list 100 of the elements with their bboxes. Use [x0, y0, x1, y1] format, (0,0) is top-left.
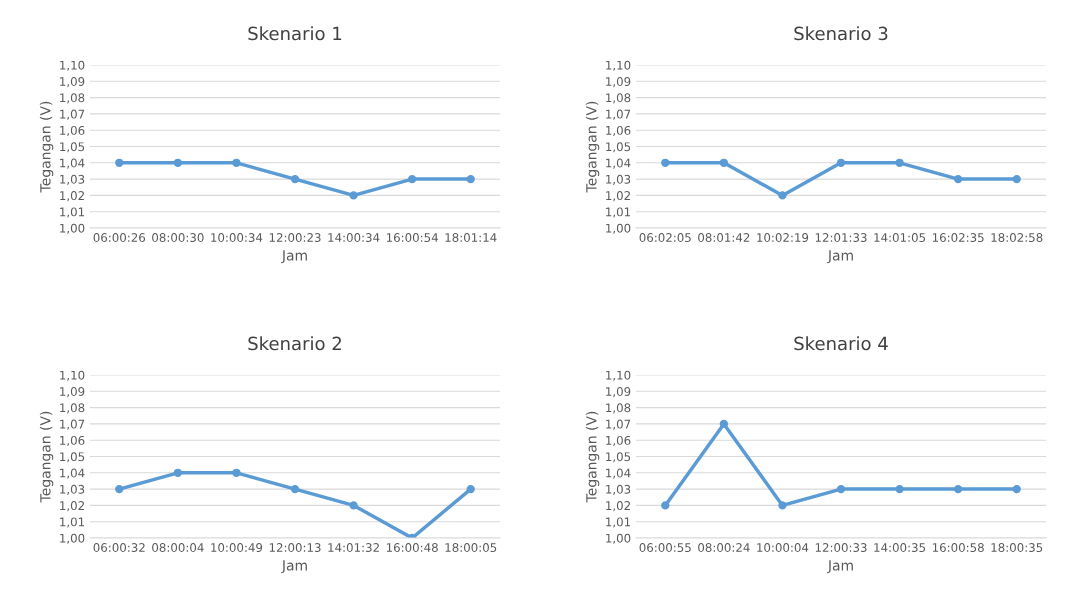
y-axis-title: Tegangan (V)	[585, 411, 600, 503]
point	[1012, 484, 1021, 494]
y-tick-label: 1,03	[606, 484, 631, 495]
x-tick-label: 08:00:04	[152, 543, 204, 552]
x-tick-label: 08:00:24	[698, 543, 750, 552]
y-tick-label: 1,09	[606, 387, 631, 398]
point	[115, 484, 124, 494]
chart-title: Skenario 3	[794, 26, 888, 41]
x-tick-label: 16:00:54	[386, 233, 438, 242]
x-tick-label: 14:01:05	[874, 233, 926, 242]
x-axis-title: Jam	[827, 250, 853, 264]
x-tick-label: 08:00:30	[152, 233, 204, 242]
point	[466, 484, 475, 494]
point	[407, 174, 417, 184]
y-tick-label: 1,10	[606, 60, 631, 71]
point	[719, 419, 729, 429]
y-tick-label: 1,08	[60, 93, 85, 104]
point	[661, 501, 670, 510]
point	[895, 158, 904, 167]
point	[953, 174, 963, 184]
chart-title: Skenario 2	[248, 336, 341, 351]
point	[173, 158, 183, 167]
x-tick-label: 12:00:23	[269, 233, 321, 242]
y-tick-label: 1,09	[60, 77, 85, 88]
x-axis-title: Jam	[281, 250, 307, 264]
point	[349, 501, 358, 510]
y-tick-label: 1,02	[60, 191, 84, 202]
x-tick-label: 14:00:35	[874, 543, 926, 552]
y-tick-label: 1,01	[606, 517, 631, 528]
y-tick-label: 1,01	[606, 207, 631, 218]
y-tick-label: 1,03	[60, 174, 85, 185]
y-tick-label: 1,02	[606, 501, 630, 512]
y-tick-label: 1,09	[606, 77, 631, 88]
x-tick-label: 10:02:19	[757, 233, 809, 242]
y-tick-label: 1,05	[606, 452, 631, 463]
y-axis-title: Tegangan (V)	[585, 101, 600, 193]
y-tick-label: 1,01	[60, 207, 85, 218]
point	[953, 484, 963, 494]
x-tick-label: 18:00:05	[445, 543, 497, 552]
point	[349, 191, 358, 200]
chart-title: Skenario 1	[248, 26, 342, 41]
y-tick-label: 1,10	[60, 60, 85, 71]
y-tick-label: 1,07	[606, 109, 631, 120]
y-tick-label: 1,07	[606, 419, 631, 430]
y-tick-label: 1,04	[606, 468, 631, 479]
y-tick-label: 1,10	[60, 370, 85, 381]
y-tick-label: 1,07	[60, 419, 85, 430]
point	[115, 158, 124, 167]
x-tick-label: 14:00:34	[328, 233, 380, 242]
point	[1012, 174, 1021, 184]
x-tick-label: 16:02:35	[932, 233, 984, 242]
point	[232, 468, 241, 477]
point	[836, 484, 846, 494]
y-tick-label: 1,06	[60, 125, 85, 137]
y-tick-label: 1,08	[606, 93, 631, 104]
y-tick-label: 1,02	[60, 501, 84, 512]
point	[466, 174, 475, 184]
x-tick-label: 06:00:26	[93, 233, 146, 242]
x-axis-title: Jam	[827, 560, 853, 574]
y-tick-label: 1,04	[606, 158, 631, 169]
y-tick-label: 1,08	[60, 403, 85, 414]
y-tick-label: 1,02	[606, 191, 630, 202]
y-axis-title: Tegangan (V)	[39, 101, 54, 193]
y-tick-label: 1,00	[60, 223, 85, 234]
x-tick-label: 14:01:32	[328, 543, 379, 552]
y-axis-title: Tegangan (V)	[39, 411, 54, 503]
point	[778, 191, 787, 200]
y-tick-label: 1,03	[60, 484, 85, 495]
point	[173, 468, 183, 477]
point	[895, 484, 904, 494]
y-tick-label: 1,05	[606, 142, 631, 153]
point	[719, 158, 729, 167]
y-tick-label: 1,00	[606, 223, 631, 234]
x-tick-label: 10:00:34	[211, 233, 263, 242]
point	[290, 484, 300, 494]
point	[778, 501, 787, 510]
chart-title: Skenario 4	[794, 336, 888, 351]
y-tick-label: 1,06	[606, 435, 631, 447]
x-tick-label: 12:00:13	[269, 543, 321, 552]
y-tick-label: 1,04	[60, 468, 85, 479]
y-tick-label: 1,06	[60, 435, 85, 447]
y-tick-label: 1,01	[60, 517, 85, 528]
y-tick-label: 1,06	[606, 125, 631, 137]
point	[836, 158, 846, 167]
x-tick-label: 06:00:32	[93, 543, 145, 552]
y-tick-label: 1,10	[606, 370, 631, 381]
x-tick-label: 18:00:35	[991, 543, 1043, 552]
y-tick-label: 1,09	[60, 387, 85, 398]
point	[290, 174, 300, 184]
x-tick-label: 10:00:49	[211, 543, 263, 552]
y-tick-label: 1,04	[60, 158, 85, 169]
y-tick-label: 1,03	[606, 174, 631, 185]
y-tick-label: 1,08	[606, 403, 631, 414]
x-tick-label: 12:00:33	[815, 543, 867, 552]
x-tick-label: 18:02:58	[991, 233, 1043, 242]
x-tick-label: 06:02:05	[639, 233, 691, 242]
x-tick-label: 06:00:55	[639, 543, 691, 552]
x-tick-label: 16:00:48	[386, 543, 438, 552]
y-tick-label: 1,07	[60, 109, 85, 120]
x-axis-title: Jam	[281, 560, 307, 574]
